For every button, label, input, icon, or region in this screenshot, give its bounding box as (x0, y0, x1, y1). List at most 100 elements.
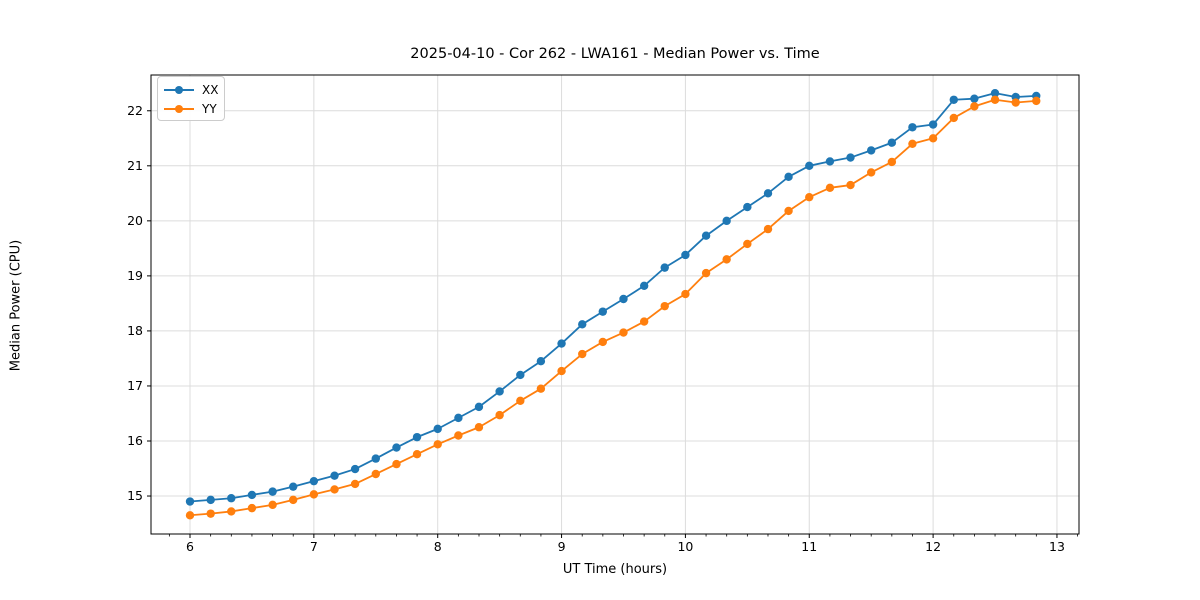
data-point-yy (701, 268, 711, 278)
series-line-yy (189, 98, 1037, 517)
data-point-yy (639, 317, 649, 326)
y-tick-label: 22 (127, 103, 143, 118)
data-point-xx (392, 443, 401, 452)
data-point-yy (887, 157, 897, 167)
xx-line-marker-swatch (164, 85, 194, 95)
data-point-yy (412, 450, 422, 459)
x-tick-label: 12 (925, 539, 941, 554)
data-point-xx (185, 497, 195, 506)
data-point-xx (288, 482, 298, 491)
data-point-xx (206, 495, 215, 505)
data-point-xx (887, 138, 897, 147)
x-tick-label: 7 (310, 539, 318, 554)
data-point-yy (908, 139, 917, 148)
data-point-yy (949, 113, 958, 123)
data-point-xx (970, 94, 979, 103)
data-point-xx (350, 464, 360, 474)
data-point-xx (433, 424, 442, 434)
data-point-xx (949, 95, 958, 104)
data-point-yy (206, 509, 215, 518)
data-point-xx (681, 250, 690, 260)
data-point-yy (743, 239, 752, 249)
data-point-xx (495, 387, 504, 396)
data-point-xx (763, 189, 773, 198)
data-point-yy (495, 410, 504, 420)
data-point-xx (990, 88, 1000, 98)
data-point-xx (866, 146, 876, 155)
data-point-yy (928, 134, 938, 143)
data-point-xx (805, 161, 814, 171)
data-point-xx (330, 471, 339, 480)
data-point-xx (619, 294, 628, 304)
x-tick-label: 13 (1049, 539, 1065, 554)
chart-title: 2025-04-10 - Cor 262 - LWA161 - Median P… (410, 46, 820, 62)
data-point-xx (784, 172, 793, 182)
data-point-xx (722, 216, 731, 226)
data-point-yy (392, 459, 401, 469)
data-point-xx (825, 157, 835, 166)
y-tick-label: 19 (127, 268, 143, 283)
data-point-yy (763, 224, 773, 234)
x-tick-label: 10 (677, 539, 693, 554)
data-point-yy (536, 384, 546, 393)
data-point-yy (825, 183, 835, 193)
data-point-yy (722, 255, 731, 264)
data-point-yy (784, 206, 793, 216)
y-tick-label: 21 (127, 158, 143, 173)
data-point-yy (578, 349, 587, 359)
data-point-xx (639, 281, 649, 290)
y-tick-label: 18 (127, 323, 143, 338)
data-point-xx (660, 263, 669, 272)
data-point-xx (268, 487, 277, 496)
data-point-yy (1032, 96, 1041, 106)
data-point-yy (474, 423, 484, 432)
data-point-yy (846, 180, 855, 190)
legend-item-xx: XX (164, 80, 224, 99)
data-point-yy (619, 328, 628, 337)
data-point-xx (598, 307, 607, 316)
series-line-xx (189, 92, 1037, 503)
legend-label-xx: XX (202, 82, 219, 97)
data-point-yy (268, 500, 277, 510)
data-point-xx (247, 490, 257, 500)
data-point-yy (598, 337, 607, 347)
legend: XX YY (157, 76, 225, 121)
data-point-yy (371, 469, 380, 479)
y-tick-label: 16 (127, 433, 143, 448)
data-point-yy (660, 301, 669, 311)
data-point-yy (516, 396, 525, 406)
data-point-yy (454, 431, 463, 440)
data-point-xx (516, 370, 525, 380)
data-point-yy (433, 440, 442, 449)
data-point-yy (866, 168, 876, 177)
data-point-yy (185, 511, 195, 520)
data-point-yy (970, 102, 979, 111)
data-point-yy (288, 495, 298, 505)
data-point-xx (557, 339, 566, 348)
x-tick-label: 6 (186, 539, 194, 554)
x-tick-label: 9 (558, 539, 566, 554)
data-point-yy (350, 479, 360, 489)
y-tick-label: 15 (127, 488, 143, 503)
legend-label-yy: YY (202, 101, 217, 116)
plot-spines (150, 74, 1080, 535)
data-point-xx (578, 320, 587, 329)
data-point-yy (227, 507, 236, 516)
data-point-yy (247, 503, 257, 513)
data-point-xx (474, 402, 484, 412)
data-point-xx (701, 231, 711, 240)
y-tick-label: 17 (127, 378, 143, 393)
data-point-xx (536, 356, 546, 366)
data-point-xx (371, 454, 380, 463)
data-point-yy (990, 95, 1000, 104)
data-point-xx (743, 202, 752, 212)
data-point-yy (681, 289, 690, 299)
data-point-xx (908, 123, 917, 132)
legend-item-yy: YY (164, 99, 224, 118)
data-point-xx (454, 413, 463, 423)
x-axis-label: UT Time (hours) (562, 562, 668, 577)
data-point-xx (928, 120, 938, 129)
data-point-yy (330, 485, 339, 494)
